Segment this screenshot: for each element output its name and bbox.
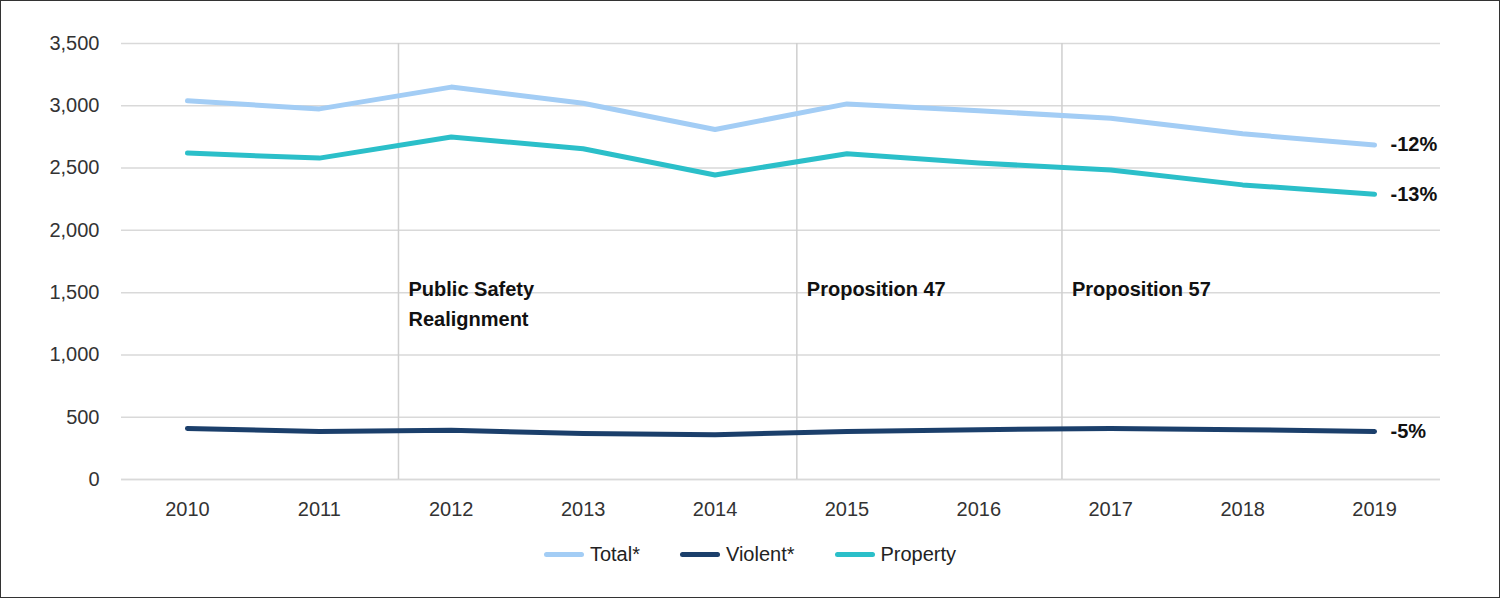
svg-text:-12%: -12% (1391, 133, 1438, 155)
svg-text:1,500: 1,500 (49, 281, 99, 303)
svg-text:Proposition 57: Proposition 57 (1072, 278, 1211, 300)
svg-text:Proposition 47: Proposition 47 (807, 278, 946, 300)
svg-text:2018: 2018 (1220, 498, 1265, 520)
svg-text:1,000: 1,000 (49, 343, 99, 365)
svg-text:3,500: 3,500 (49, 32, 99, 54)
svg-text:-5%: -5% (1391, 420, 1427, 442)
svg-text:2015: 2015 (825, 498, 870, 520)
svg-text:2010: 2010 (165, 498, 210, 520)
svg-text:500: 500 (66, 406, 99, 428)
svg-text:2013: 2013 (561, 498, 606, 520)
svg-text:2014: 2014 (693, 498, 738, 520)
svg-text:2,500: 2,500 (49, 156, 99, 178)
svg-text:2016: 2016 (957, 498, 1002, 520)
svg-text:3,000: 3,000 (49, 94, 99, 116)
html-text:Violent*: Violent* (725, 543, 795, 565)
svg-text:2011: 2011 (298, 498, 341, 520)
svg-text:Public SafetyRealignment: Public SafetyRealignment (408, 278, 534, 330)
svg-text:2017: 2017 (1089, 498, 1134, 520)
html-text:Total*: Total* (589, 543, 640, 565)
svg-text:2,000: 2,000 (49, 219, 99, 241)
html-text:Property: Property (880, 543, 957, 565)
svg-text:2012: 2012 (429, 498, 474, 520)
svg-text:-13%: -13% (1391, 183, 1438, 205)
svg-text:0: 0 (88, 468, 99, 490)
svg-text:2019: 2019 (1352, 498, 1397, 520)
